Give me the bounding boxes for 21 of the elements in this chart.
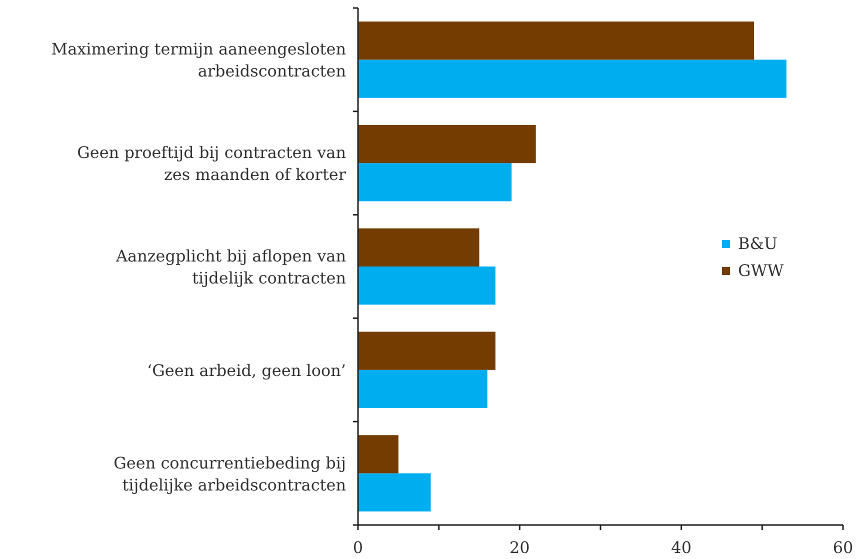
y-tick-label: Maximering termijn aaneengesloten arbeidscontracten — [51, 40, 346, 81]
bar — [358, 22, 754, 60]
x-tick-label: 60 — [832, 538, 854, 557]
bar — [358, 266, 496, 305]
x-tick-label: 40 — [671, 538, 692, 557]
bar — [358, 60, 786, 98]
bar — [358, 332, 496, 370]
bar — [358, 124, 536, 164]
y-tick-label: ‘Geen arbeid, geen loon’ — [147, 360, 346, 380]
bar — [358, 163, 512, 202]
y-tick-label: Geen concurrentiebeding bij tijdelijke arbeidscontracten — [114, 453, 346, 494]
x-tick-label: 0 — [352, 538, 364, 557]
bar — [358, 228, 480, 266]
bar — [358, 473, 431, 512]
y-tick-label: Aanzegplicht bij aflopen van tijdelijk contracten — [114, 246, 346, 288]
bar — [358, 370, 488, 408]
x-tick-label: 20 — [509, 538, 530, 557]
legend-label: B&U — [738, 234, 778, 253]
bar — [358, 435, 398, 474]
legend-label: GWW — [738, 261, 784, 280]
y-tick-label: Geen proeftijd bij contracten van zes maanden of korter — [77, 143, 346, 184]
